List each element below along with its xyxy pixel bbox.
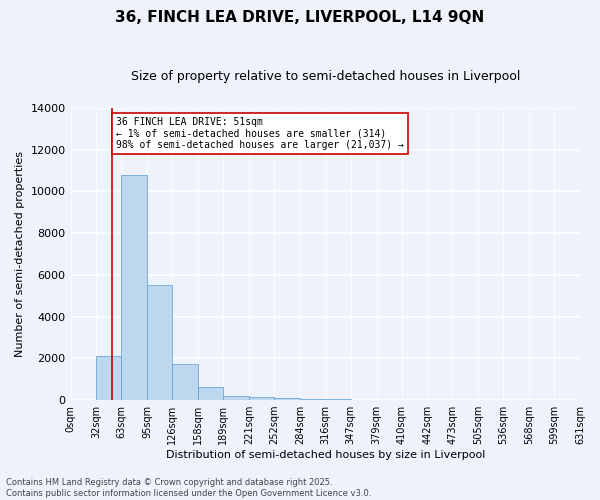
- Title: Size of property relative to semi-detached houses in Liverpool: Size of property relative to semi-detach…: [131, 70, 520, 83]
- Bar: [274, 398, 300, 400]
- Bar: [198, 386, 223, 400]
- Text: 36 FINCH LEA DRIVE: 51sqm
← 1% of semi-detached houses are smaller (314)
98% of : 36 FINCH LEA DRIVE: 51sqm ← 1% of semi-d…: [116, 116, 404, 150]
- Bar: [121, 174, 147, 400]
- Bar: [300, 399, 326, 400]
- Bar: [223, 396, 249, 400]
- Text: Contains HM Land Registry data © Crown copyright and database right 2025.
Contai: Contains HM Land Registry data © Crown c…: [6, 478, 371, 498]
- Y-axis label: Number of semi-detached properties: Number of semi-detached properties: [15, 151, 25, 357]
- Bar: [97, 356, 121, 400]
- Bar: [172, 364, 198, 400]
- X-axis label: Distribution of semi-detached houses by size in Liverpool: Distribution of semi-detached houses by …: [166, 450, 485, 460]
- Bar: [147, 285, 172, 400]
- Bar: [249, 398, 274, 400]
- Text: 36, FINCH LEA DRIVE, LIVERPOOL, L14 9QN: 36, FINCH LEA DRIVE, LIVERPOOL, L14 9QN: [115, 10, 485, 25]
